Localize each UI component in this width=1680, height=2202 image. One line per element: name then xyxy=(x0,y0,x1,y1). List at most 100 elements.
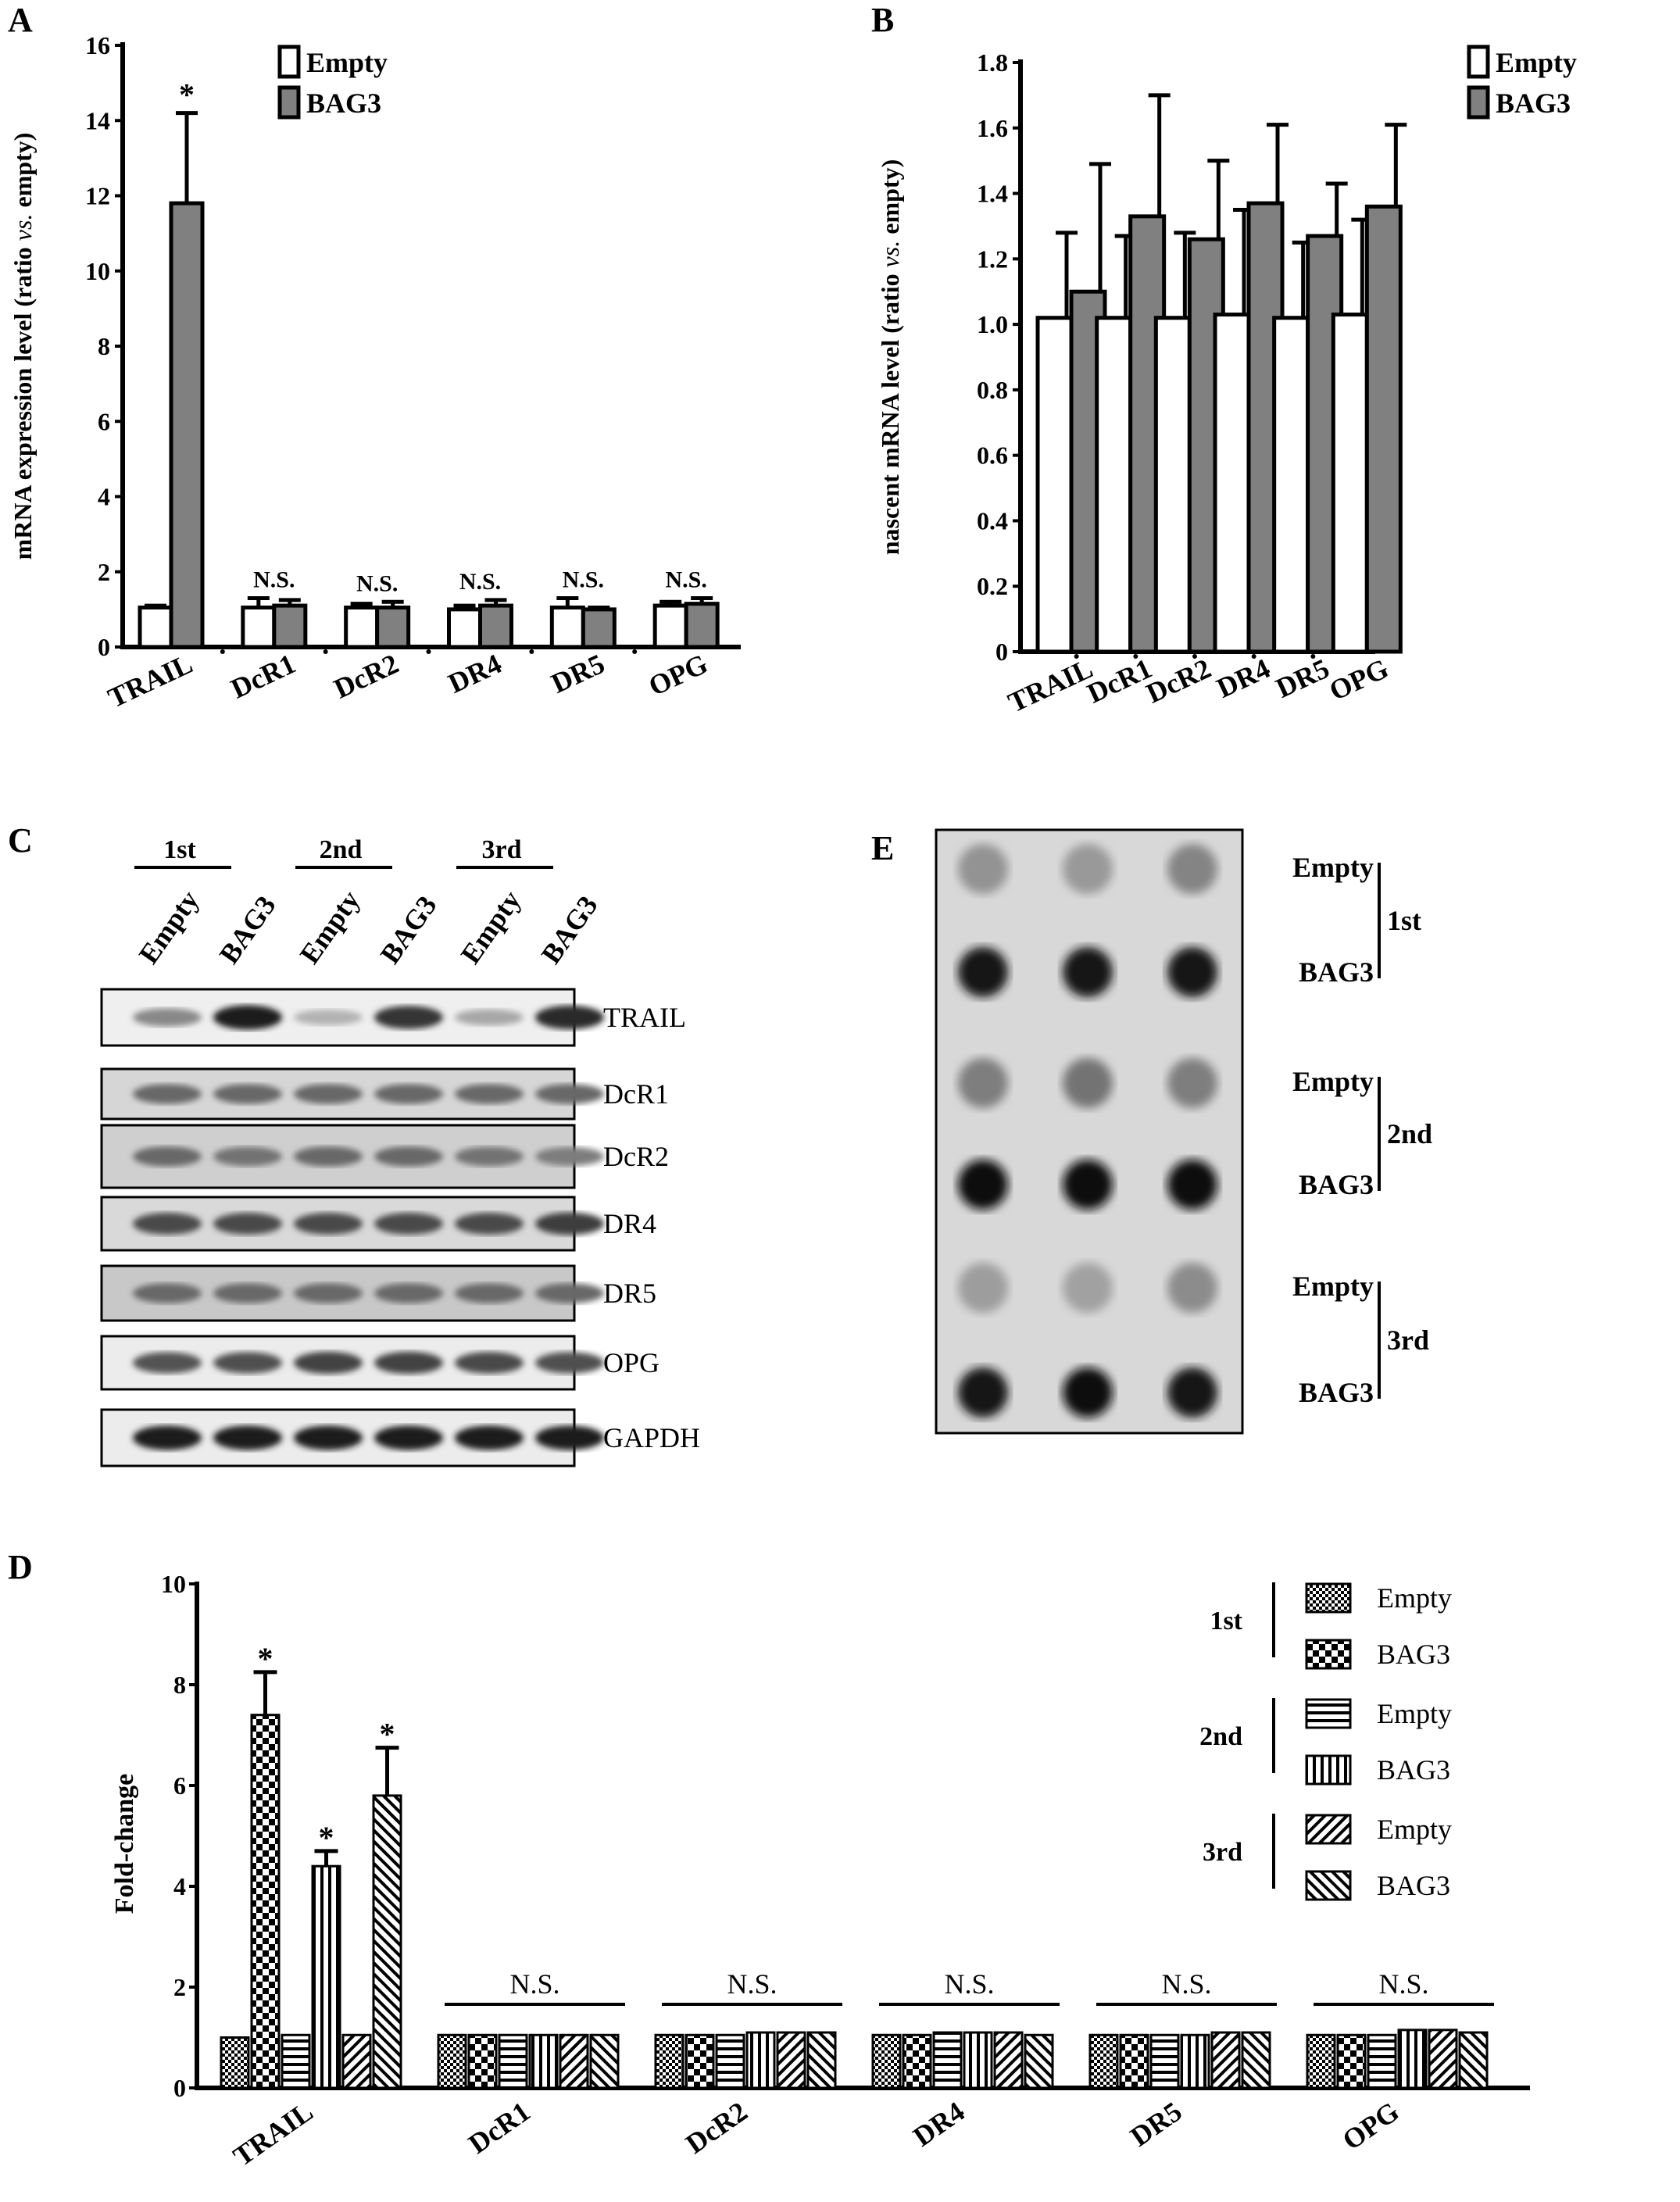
y-tick-label: 4 xyxy=(98,483,110,511)
dot-blot-membrane xyxy=(935,828,1244,1435)
significance-label: N.S. xyxy=(665,567,706,592)
y-tick-label: 2 xyxy=(173,1973,186,2001)
bar-dr5-2 xyxy=(1149,2033,1180,2089)
dot-spot xyxy=(958,844,1008,894)
y-tick-label: 0.2 xyxy=(977,572,1008,600)
blot-band xyxy=(455,1146,524,1167)
legend-label-empty: Empty xyxy=(306,47,388,78)
ns-label: N.S. xyxy=(944,1968,994,2000)
significance-label: N.S. xyxy=(459,569,501,595)
blot-row-label: DR4 xyxy=(603,1208,656,1239)
dot-group-label: 3rd xyxy=(1387,1324,1429,1356)
panel-label-a: A xyxy=(8,1,33,39)
blot-band xyxy=(213,1084,282,1104)
bar-dr5-0 xyxy=(1088,2033,1119,2089)
blot-band xyxy=(133,1084,202,1104)
legend-swatch xyxy=(1305,1582,1352,1614)
blot-row-label: GAPDH xyxy=(603,1422,700,1453)
x-tick-label: DR4 xyxy=(1212,652,1274,704)
y-tick-label: 0 xyxy=(995,638,1008,666)
axis-dot xyxy=(529,649,534,654)
dot-group-label: 2nd xyxy=(1387,1118,1432,1149)
bar-dr5-1 xyxy=(1119,2033,1149,2089)
dot-spot xyxy=(1063,1160,1113,1210)
y-tick-label: 16 xyxy=(85,31,110,59)
ns-label: N.S. xyxy=(1161,1968,1211,2000)
legend-label-bag3: BAG3 xyxy=(1377,1639,1450,1670)
x-tick-label: OPG xyxy=(1324,652,1393,706)
y-tick-label: 4 xyxy=(173,1872,186,1900)
blot-band xyxy=(133,1213,202,1235)
x-tick-label: DcR2 xyxy=(329,648,403,705)
y-tick-label: 12 xyxy=(85,182,110,210)
blot-band xyxy=(213,1146,282,1167)
x-tick-label: OPG xyxy=(1337,2096,1405,2157)
legend-swatch-empty xyxy=(1467,45,1490,79)
axis-dot xyxy=(632,649,638,654)
x-tick-label: DR4 xyxy=(907,2096,970,2153)
blot-band xyxy=(374,1425,443,1450)
blot-band xyxy=(213,1213,282,1235)
legend-label-empty: Empty xyxy=(1496,47,1577,78)
panel-label-c: C xyxy=(8,821,33,860)
legend-swatch-bag3 xyxy=(1467,85,1490,120)
bar-trail-0 xyxy=(220,2036,250,2089)
bar-dcr2-3 xyxy=(745,2031,776,2089)
panel-label-d: D xyxy=(8,1548,33,1586)
y-tick-label: 14 xyxy=(85,106,110,134)
bar-dcr1-4 xyxy=(559,2033,589,2089)
dot-spot xyxy=(958,947,1008,997)
y-axis-label: mRNA expression level (ratio vs. empty) xyxy=(9,133,37,560)
y-tick-label: 0.8 xyxy=(977,376,1008,404)
bar-dr4-0 xyxy=(871,2033,902,2089)
blot-row-label: DR5 xyxy=(603,1278,656,1309)
blot-band xyxy=(133,1352,202,1374)
axis-dot xyxy=(220,649,225,654)
bar-trail-1 xyxy=(250,1714,281,2089)
blot-band xyxy=(374,1146,443,1167)
y-tick-label: 0 xyxy=(98,633,110,661)
significance-star: * xyxy=(380,1717,395,1752)
bar-opg-1 xyxy=(1336,2033,1367,2089)
legend-label-bag3: BAG3 xyxy=(1377,1754,1450,1786)
bar-dr5-4 xyxy=(1210,2031,1241,2089)
dot-spot xyxy=(1167,1160,1217,1210)
legend-group-label: 2nd xyxy=(1199,1722,1242,1751)
blot-lane-label: BAG3 xyxy=(535,890,604,970)
chart-a: 0 2 4 6 8 10 12 14 16 mRNA expression level (rati… xyxy=(9,31,741,713)
blot-band xyxy=(535,1147,604,1166)
dot-spot xyxy=(958,1058,1008,1108)
y-tick-label: 1.8 xyxy=(977,48,1008,77)
legend-label-bag3: BAG3 xyxy=(306,88,381,119)
bar-dcr1-0 xyxy=(437,2033,467,2089)
significance-label: * xyxy=(179,77,195,113)
blot-band xyxy=(133,1425,202,1450)
dot-spot xyxy=(1167,1058,1217,1108)
ns-label: N.S. xyxy=(1378,1968,1428,2000)
y-axis-label: nascent mRNA level (ratio vs. empty) xyxy=(876,159,904,556)
bar-bag3-opg xyxy=(1364,204,1403,654)
blot-band xyxy=(213,1283,282,1303)
legend-group-label: 1st xyxy=(1210,1607,1242,1635)
blot-group-label: 3rd xyxy=(482,835,522,864)
y-tick-label: 2 xyxy=(98,558,110,586)
blot-band xyxy=(294,1283,363,1303)
y-tick-label: 10 xyxy=(161,1570,186,1598)
blot-row-label: TRAIL xyxy=(603,1002,686,1033)
legend-swatch xyxy=(1305,1870,1352,1901)
dot-spot xyxy=(1167,947,1217,997)
significance-star: * xyxy=(258,1641,273,1676)
bar-dcr1-1 xyxy=(467,2033,498,2089)
bar-dr4-5 xyxy=(1024,2033,1054,2089)
blot-band xyxy=(535,1212,604,1235)
legend-label-bag3: BAG3 xyxy=(1496,88,1571,119)
axis-dot xyxy=(1251,654,1256,659)
bar-dcr1-3 xyxy=(528,2033,559,2089)
significance-label: N.S. xyxy=(356,570,398,596)
legend-label-empty: Empty xyxy=(1377,1814,1452,1845)
bar-bag3-dr5 xyxy=(581,607,617,649)
bar-dr4-2 xyxy=(932,2031,963,2089)
blot-band xyxy=(455,1425,524,1450)
